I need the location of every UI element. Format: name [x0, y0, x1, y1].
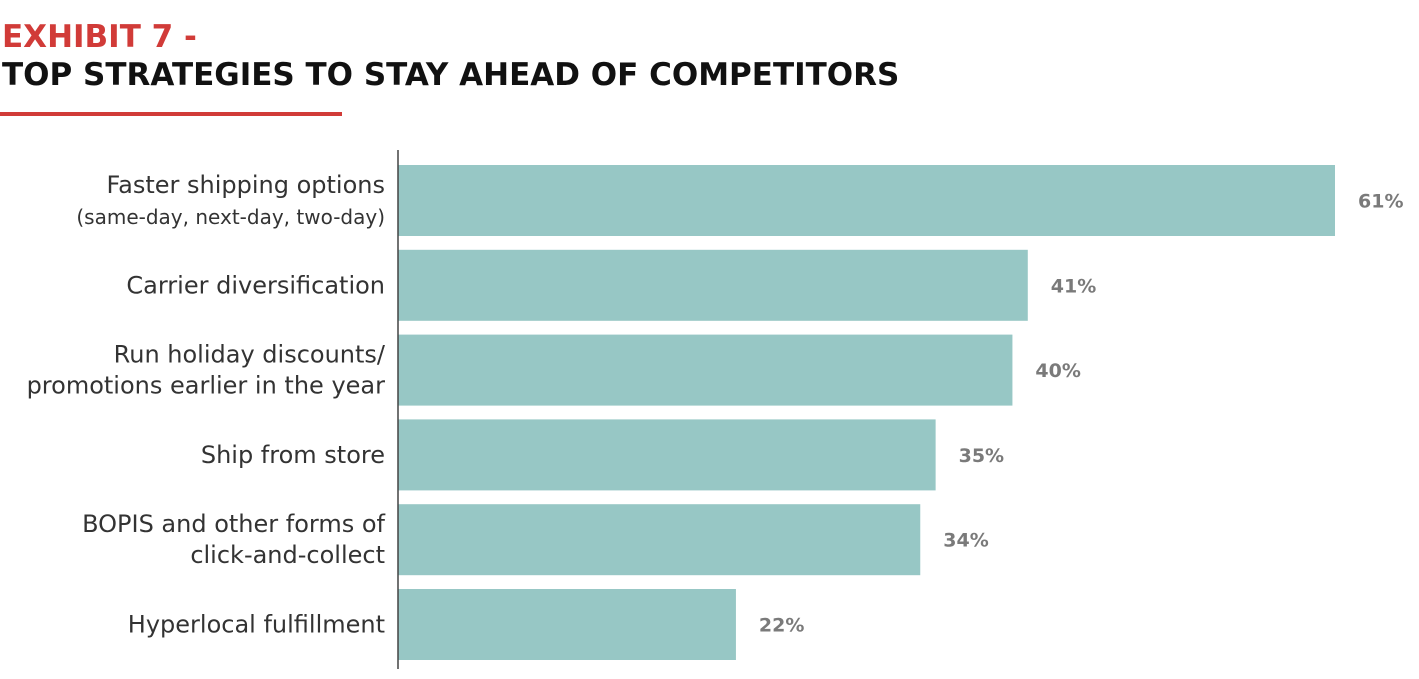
chart-heading: EXHIBIT 7 - TOP STRATEGIES TO STAY AHEAD… [2, 18, 899, 94]
category-label-3-line-0: Ship from store [201, 441, 385, 469]
value-labels-group: 61% 41% 40% 35% 34% 22% [759, 191, 1404, 637]
category-label-1-line-0: Carrier diversification [126, 271, 385, 299]
value-label-0: 61% [1358, 191, 1403, 213]
bar-1 [398, 249, 1028, 321]
category-label-4-line-1: click-and-collect [190, 541, 385, 569]
exhibit-label: EXHIBIT 7 - [2, 19, 197, 55]
value-label-4: 34% [943, 530, 988, 552]
category-label-2-line-0: Run holiday discounts/ [114, 341, 386, 369]
chart-title: TOP STRATEGIES TO STAY AHEAD OF COMPETIT… [2, 57, 900, 93]
bar-4 [398, 504, 921, 576]
value-label-2: 40% [1035, 360, 1080, 382]
value-label-1: 41% [1051, 275, 1096, 297]
bar-5 [398, 589, 736, 660]
category-label-2-line-1: promotions earlier in the year [27, 372, 386, 400]
title-underline [0, 112, 342, 116]
category-labels-group: Faster shipping options (same-day, next-d… [27, 171, 386, 639]
value-label-5: 22% [759, 615, 804, 637]
bars-group [398, 165, 1335, 660]
category-label-0-line-0: Faster shipping options [107, 171, 385, 199]
bar-3 [398, 419, 936, 491]
category-label-4-line-0: BOPIS and other forms of [82, 510, 385, 538]
category-label-5-line-0: Hyperlocal fulfillment [128, 611, 385, 639]
bar-0 [398, 165, 1335, 236]
category-label-0-line-1: (same-day, next-day, two-day) [76, 205, 385, 229]
bar-2 [398, 334, 1013, 406]
value-label-3: 35% [959, 445, 1004, 467]
